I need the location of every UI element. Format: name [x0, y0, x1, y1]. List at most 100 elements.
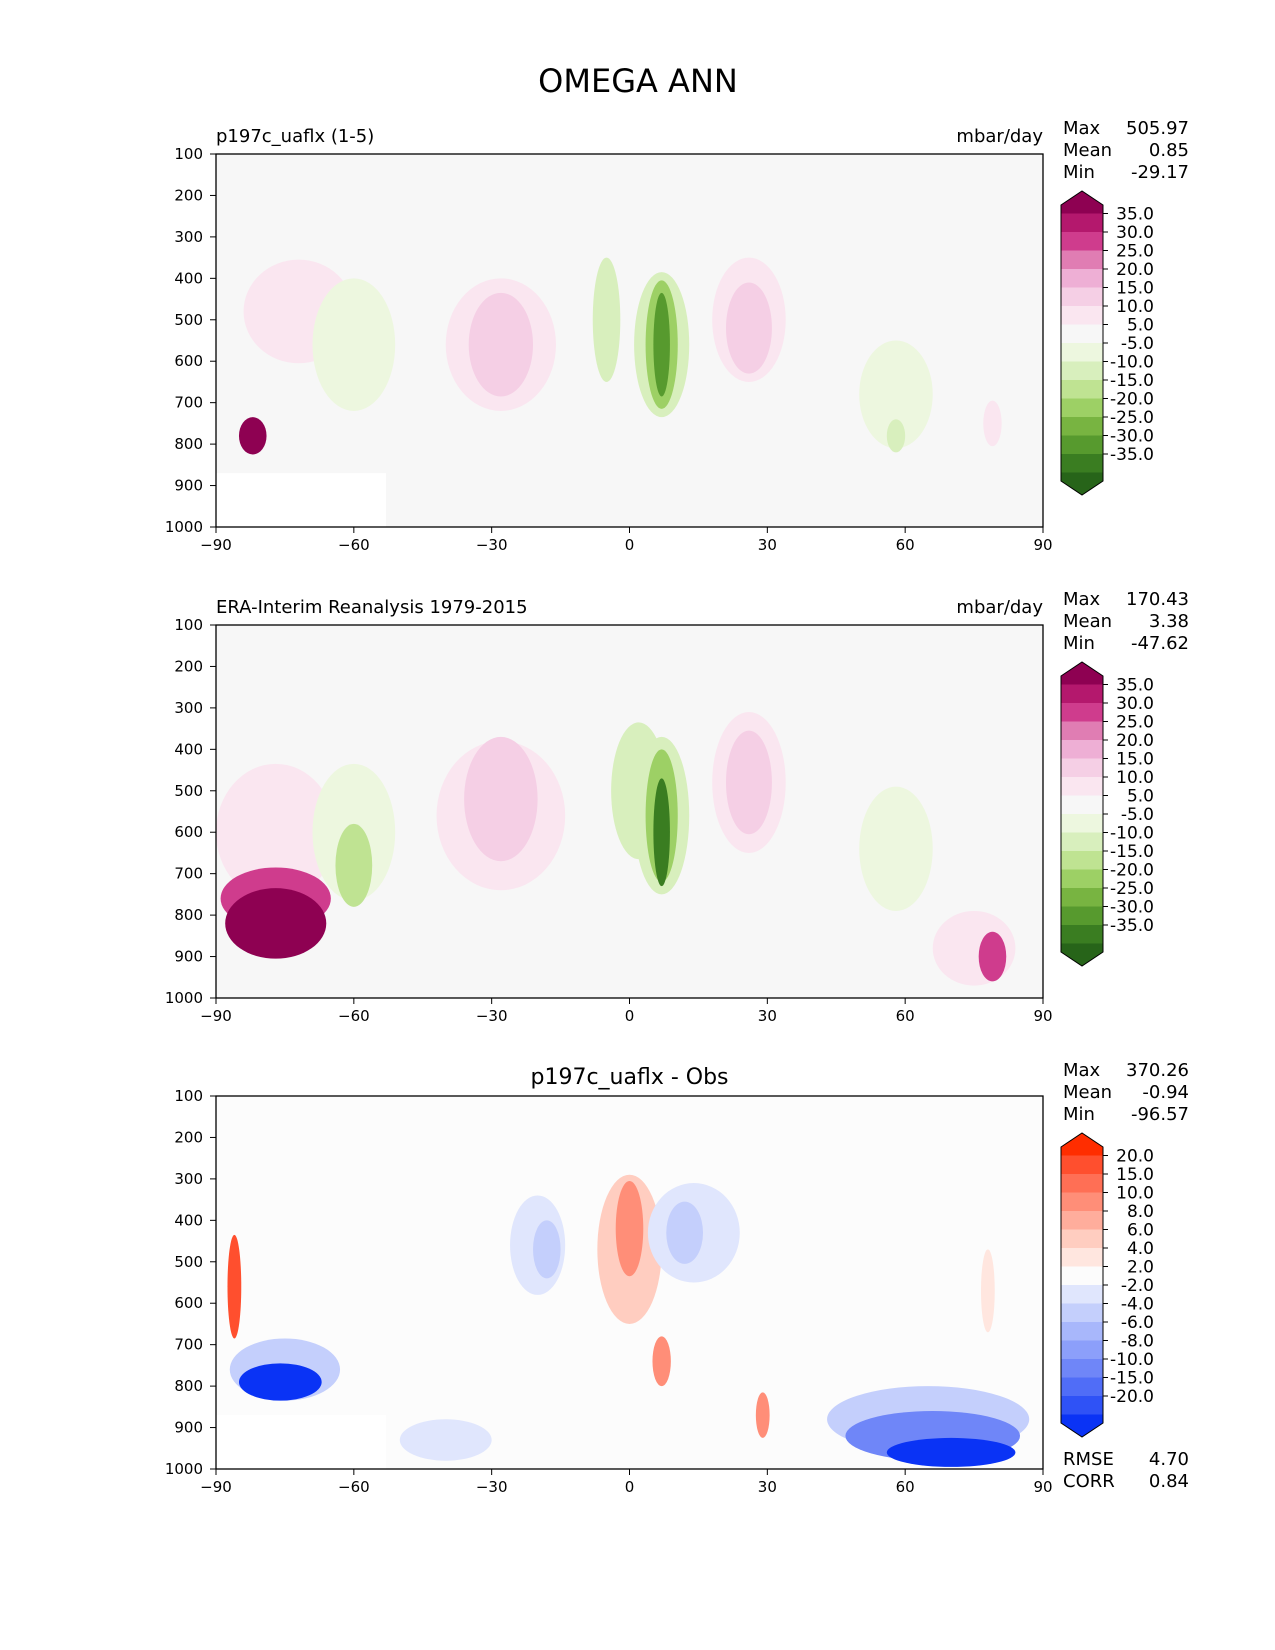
contour-region-14 [886, 419, 906, 453]
stat-value: 170.43 [1126, 589, 1189, 610]
colorbar-label: 35.0 [1116, 676, 1154, 696]
colorbar-label: 25.0 [1116, 242, 1154, 262]
colorbar-extend-top [1061, 662, 1103, 685]
colorbar-swatch [1061, 417, 1103, 436]
y-tick-label: 800 [174, 1377, 203, 1395]
stat-value: 3.38 [1149, 611, 1189, 632]
colorbar-swatch [1061, 361, 1103, 381]
contour-region-16 [399, 1419, 492, 1461]
colorbar-label: 20.0 [1116, 731, 1154, 751]
missing-data-mask [216, 473, 386, 527]
x-tick-label: 60 [896, 1007, 915, 1025]
contour-region-7 [615, 1180, 644, 1277]
colorbar-swatch [1061, 1211, 1103, 1230]
y-tick-label: 200 [174, 1128, 203, 1146]
colorbar-label: 15.0 [1116, 279, 1154, 299]
colorbar-swatch [1061, 684, 1103, 704]
colorbar-extend-bottom [1061, 472, 1103, 495]
colorbar-label: 25.0 [1116, 713, 1154, 733]
colorbar-label: -15.0 [1110, 1369, 1154, 1389]
colorbar-label: 30.0 [1116, 694, 1154, 714]
units-label: mbar/day [956, 597, 1043, 618]
contour-region-11 [755, 1392, 770, 1438]
colorbar-swatch [1061, 925, 1103, 944]
missing-data-mask [216, 1415, 386, 1469]
colorbar-swatch [1061, 1396, 1103, 1415]
y-tick-label: 800 [174, 906, 203, 924]
colorbar-label: 8.0 [1127, 1202, 1154, 1222]
y-tick-label: 900 [174, 948, 203, 966]
x-tick-label: −60 [338, 536, 370, 554]
y-tick-label: 800 [174, 435, 203, 453]
colorbar-label: -20.0 [1110, 861, 1154, 881]
contour-field [216, 1174, 1030, 1469]
colorbar-label: -4.0 [1121, 1295, 1154, 1315]
panel-title: ERA-Interim Reanalysis 1979-2015 [216, 597, 528, 618]
colorbar-label: 4.0 [1127, 1239, 1154, 1259]
colorbar-swatch [1061, 721, 1103, 741]
stat-value: -0.94 [1142, 1082, 1189, 1103]
colorbar-label: 35.0 [1116, 205, 1154, 225]
panel-2: −90 −60 −30 0 30 60 90 100 200 300 400 500 600 700 800… [165, 589, 1189, 1025]
colorbar-label: -25.0 [1110, 879, 1154, 899]
colorbar-label: -30.0 [1110, 898, 1154, 918]
x-tick-label: 30 [758, 536, 777, 554]
y-tick-label: 1000 [165, 989, 203, 1007]
colorbar-swatch [1061, 888, 1103, 907]
contour-region-8 [652, 1336, 671, 1387]
colorbar-label: 15.0 [1116, 1165, 1154, 1185]
colorbar-swatch [1061, 380, 1103, 399]
colorbar-swatch [1061, 869, 1103, 889]
colorbar-swatch [1061, 454, 1103, 473]
colorbar-swatch [1061, 398, 1103, 418]
colorbar-label: -10.0 [1110, 824, 1154, 844]
colorbar-label: 2.0 [1127, 1258, 1154, 1278]
colorbar: 20.015.010.08.06.04.02.0-2.0-4.0-6.0-8.0… [1060, 1132, 1154, 1438]
colorbar-label: -35.0 [1110, 445, 1154, 465]
y-tick-label: 500 [174, 782, 203, 800]
y-tick-label: 100 [174, 1087, 203, 1105]
colorbar-swatch [1061, 232, 1103, 251]
colorbar-label: -2.0 [1121, 1276, 1154, 1296]
x-tick-label: 30 [758, 1007, 777, 1025]
stat-label: Max [1063, 118, 1101, 139]
colorbar-label: -15.0 [1110, 371, 1154, 391]
stat-value: -29.17 [1131, 162, 1189, 183]
contour-region-7 [592, 257, 621, 382]
x-tick-label: 90 [1033, 1007, 1052, 1025]
contour-region-1 [227, 1234, 242, 1339]
contour-region-15 [983, 400, 1002, 447]
colorbar-label: -10.0 [1110, 1350, 1154, 1370]
colorbar-swatch [1061, 777, 1103, 796]
colorbar-swatch [1061, 1359, 1103, 1378]
y-tick-label: 900 [174, 477, 203, 495]
x-tick-label: −30 [476, 1007, 508, 1025]
colorbar-swatch [1061, 1174, 1103, 1193]
colorbar: 35.030.025.020.015.010.05.0-5.0-10.0-15.… [1060, 661, 1154, 967]
colorbar-label: 10.0 [1116, 1184, 1154, 1204]
stat-value: 0.85 [1149, 140, 1189, 161]
colorbar-label: 5.0 [1127, 316, 1154, 336]
x-tick-label: −30 [476, 536, 508, 554]
colorbar-label: -5.0 [1121, 334, 1154, 354]
y-tick-label: 1000 [165, 1460, 203, 1478]
contour-region-15 [980, 1249, 995, 1333]
y-tick-label: 200 [174, 657, 203, 675]
contour-region-16 [978, 931, 1007, 982]
colorbar-swatch [1061, 906, 1103, 926]
stat-value: -96.57 [1131, 1104, 1189, 1125]
stat-label: Max [1063, 589, 1101, 610]
contour-region-7 [464, 736, 538, 862]
colorbar-swatch [1061, 851, 1103, 870]
colorbar-label: -20.0 [1110, 390, 1154, 410]
colorbar-swatch [1061, 1285, 1103, 1304]
colorbar-swatch [1061, 435, 1103, 455]
y-tick-label: 300 [174, 699, 203, 717]
colorbar-swatch [1061, 1248, 1103, 1267]
contour-region-13 [725, 730, 772, 835]
panel-1: −90 −60 −30 0 30 60 90 100 200 300 400 500 600 700 800… [165, 118, 1189, 554]
x-tick-label: −90 [200, 1478, 232, 1496]
y-tick-label: 600 [174, 823, 203, 841]
contour-region-3 [238, 1363, 322, 1401]
